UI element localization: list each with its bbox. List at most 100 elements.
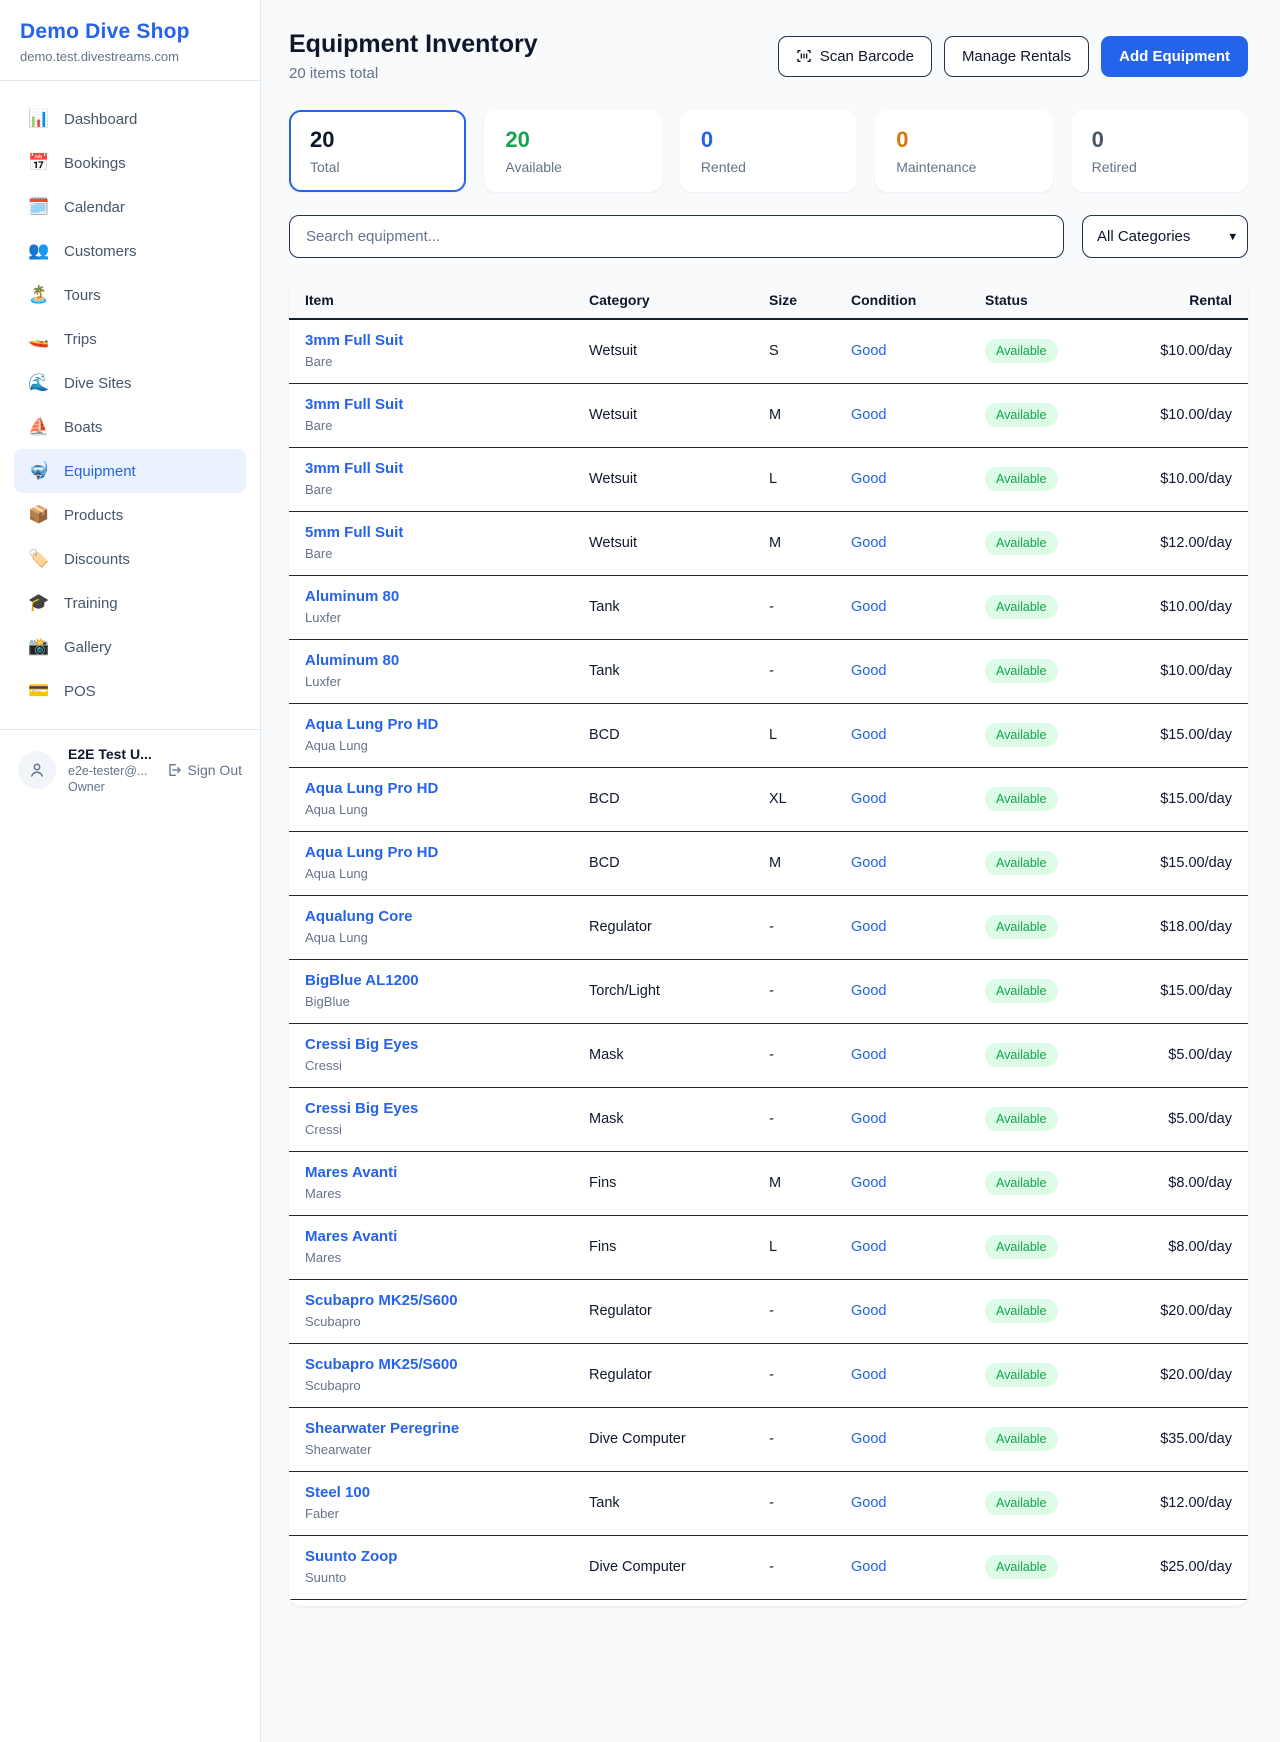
- item-name-link[interactable]: 3mm Full Suit: [305, 396, 404, 413]
- item-name-link[interactable]: Shearwater Peregrine: [305, 1420, 460, 1437]
- item-condition-link[interactable]: Good: [851, 1558, 887, 1575]
- item-condition-link[interactable]: Good: [851, 726, 887, 743]
- item-name-link[interactable]: Aqua Lung Pro HD: [305, 844, 439, 861]
- table-row: BigBlue AL1200 BigBlue Torch/Light - Goo…: [289, 959, 1248, 1024]
- sidebar-item-training[interactable]: 🎓 Training: [28, 593, 118, 612]
- item-brand: Bare: [305, 354, 333, 369]
- status-badge: Available: [985, 1234, 1058, 1259]
- stat-card-maintenance[interactable]: 0 Maintenance: [875, 110, 1053, 192]
- item-category: Dive Computer: [581, 1535, 761, 1600]
- status-badge: Available: [985, 466, 1058, 491]
- column-header-condition: Condition: [843, 282, 977, 320]
- item-name-link[interactable]: 3mm Full Suit: [305, 460, 404, 477]
- sidebar-item-pos[interactable]: 💳 POS: [28, 681, 96, 700]
- item-size: M: [761, 831, 843, 896]
- item-name-link[interactable]: Cressi Big Eyes: [305, 1100, 419, 1117]
- item-name-link[interactable]: Steel 100: [305, 1484, 371, 1501]
- table-row: Cressi Big Eyes Cressi Mask - Good Avail…: [289, 1023, 1248, 1088]
- item-condition-link[interactable]: Good: [851, 662, 887, 679]
- user-name: E2E Test U...: [68, 746, 152, 762]
- sidebar: Demo Dive Shop demo.test.divestreams.com…: [0, 0, 261, 1742]
- manage-rentals-button[interactable]: Manage Rentals: [943, 35, 1090, 77]
- item-condition-link[interactable]: Good: [851, 982, 887, 999]
- item-name-link[interactable]: Mares Avanti: [305, 1164, 398, 1181]
- item-size: -: [761, 1471, 843, 1536]
- item-condition-link[interactable]: Good: [851, 1238, 887, 1255]
- item-condition-link[interactable]: Good: [851, 406, 887, 423]
- brand-block[interactable]: Demo Dive Shop demo.test.divestreams.com: [0, 0, 260, 80]
- sidebar-item-dive-sites[interactable]: 🌊 Dive Sites: [28, 373, 132, 392]
- item-condition-link[interactable]: Good: [851, 1366, 887, 1383]
- column-header-item: Item: [289, 282, 581, 320]
- item-name-link[interactable]: Aqua Lung Pro HD: [305, 780, 439, 797]
- item-category: Tank: [581, 1471, 761, 1536]
- item-name-link[interactable]: BigBlue AL1200: [305, 972, 419, 989]
- item-name-link[interactable]: Aluminum 80: [305, 588, 400, 605]
- item-size: -: [761, 1535, 843, 1600]
- barcode-scan-icon: [797, 50, 811, 62]
- item-brand: Aqua Lung: [305, 866, 368, 881]
- item-name-link[interactable]: 5mm Full Suit: [305, 524, 404, 541]
- calendar-icon: 🗓️: [28, 197, 50, 216]
- item-rental: $5.00/day: [1137, 1087, 1248, 1152]
- manage-rentals-label: Manage Rentals: [961, 47, 1072, 65]
- item-name-link[interactable]: Aqualung Core: [305, 908, 413, 925]
- item-category: Regulator: [581, 1279, 761, 1344]
- item-condition-link[interactable]: Good: [851, 1430, 887, 1447]
- scan-barcode-button[interactable]: Scan Barcode: [777, 35, 932, 77]
- item-condition-link[interactable]: Good: [851, 1174, 887, 1191]
- category-select[interactable]: All Categories: [1082, 215, 1248, 258]
- item-brand: Shearwater: [305, 1442, 372, 1457]
- item-name-link[interactable]: Scubapro MK25/S600: [305, 1292, 458, 1309]
- table-row: Aluminum 80 Luxfer Tank - Good Available…: [289, 575, 1248, 640]
- table-row: 3mm Full Suit Bare Wetsuit L Good Availa…: [289, 447, 1248, 512]
- item-condition-link[interactable]: Good: [851, 1494, 887, 1511]
- item-condition-link[interactable]: Good: [851, 1302, 887, 1319]
- item-condition-link[interactable]: Good: [851, 470, 887, 487]
- item-condition-link[interactable]: Good: [851, 1110, 887, 1127]
- item-name-link[interactable]: 3mm Full Suit: [305, 332, 404, 349]
- item-condition-link[interactable]: Good: [851, 534, 887, 551]
- item-name-link[interactable]: Cressi Big Eyes: [305, 1036, 419, 1053]
- item-condition-link[interactable]: Good: [851, 790, 887, 807]
- item-condition-link[interactable]: Good: [851, 1046, 887, 1063]
- item-name-link[interactable]: Scubapro MK25/S600: [305, 1356, 458, 1373]
- table-row: Cressi Big Eyes Cressi Mask - Good Avail…: [289, 1087, 1248, 1152]
- status-badge: Available: [985, 530, 1058, 555]
- sidebar-item-tours[interactable]: 🏝️ Tours: [28, 285, 101, 304]
- sidebar-item-discounts[interactable]: 🏷️ Discounts: [28, 549, 130, 568]
- sidebar-item-bookings[interactable]: 📅 Bookings: [28, 153, 126, 172]
- stat-card-retired[interactable]: 0 Retired: [1070, 110, 1249, 192]
- sidebar-item-trips[interactable]: 🚤 Trips: [28, 329, 97, 348]
- tours-icon: 🏝️: [28, 285, 50, 304]
- sidebar-item-calendar[interactable]: 🗓️ Calendar: [28, 197, 125, 216]
- item-name-link[interactable]: Aqua Lung Pro HD: [305, 716, 439, 733]
- item-condition-link[interactable]: Good: [851, 342, 887, 359]
- sidebar-item-gallery[interactable]: 📸 Gallery: [28, 637, 112, 656]
- item-name-link[interactable]: Mares Avanti: [305, 1228, 398, 1245]
- item-condition-link[interactable]: Good: [851, 854, 887, 871]
- item-size: -: [761, 1407, 843, 1472]
- sidebar-item-products[interactable]: 📦 Products: [28, 505, 124, 524]
- sign-out-button[interactable]: Sign Out: [166, 762, 242, 778]
- sidebar-item-customers[interactable]: 👥 Customers: [28, 241, 137, 260]
- stat-card-total[interactable]: 20 Total: [289, 110, 467, 192]
- stat-card-available[interactable]: 20 Available: [484, 110, 662, 192]
- item-name-link[interactable]: Suunto Zoop: [305, 1548, 398, 1565]
- item-category: Regulator: [581, 895, 761, 960]
- sidebar-item-dashboard[interactable]: 📊 Dashboard: [28, 109, 138, 128]
- add-equipment-button[interactable]: Add Equipment: [1101, 35, 1248, 77]
- item-name-link[interactable]: Aluminum 80: [305, 652, 400, 669]
- column-header-status: Status: [977, 282, 1137, 320]
- item-condition-link[interactable]: Good: [851, 598, 887, 615]
- item-category: Wetsuit: [581, 511, 761, 576]
- item-category: BCD: [581, 767, 761, 832]
- item-size: -: [761, 1087, 843, 1152]
- sidebar-item-equipment[interactable]: 🤿 Equipment: [14, 449, 246, 493]
- stat-card-rented[interactable]: 0 Rented: [679, 110, 858, 192]
- search-input[interactable]: [289, 215, 1064, 258]
- item-condition-link[interactable]: Good: [851, 918, 887, 935]
- customers-icon: 👥: [28, 241, 50, 260]
- sidebar-item-boats[interactable]: ⛵ Boats: [28, 417, 103, 436]
- header-actions: Scan Barcode Manage Rentals Add Equipmen…: [777, 35, 1248, 77]
